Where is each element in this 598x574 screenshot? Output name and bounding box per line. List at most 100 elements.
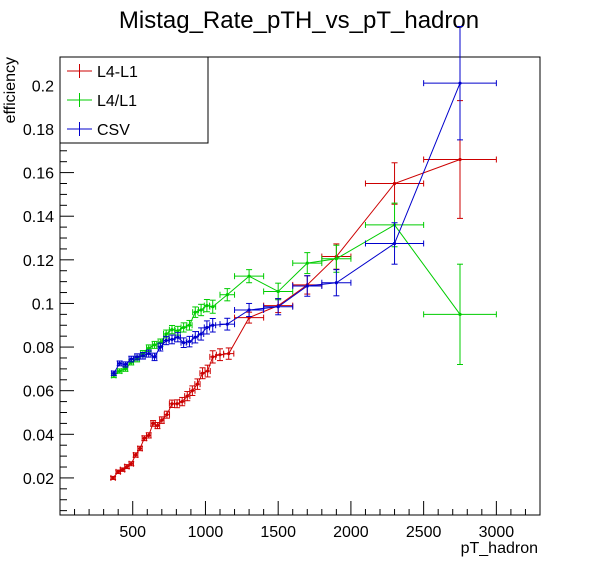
data-point-l4-l1: [218, 353, 222, 357]
data-point-l4-l1: [164, 332, 168, 336]
legend-item-csv: CSV: [67, 122, 130, 139]
y-tick-label: 0.2: [32, 78, 54, 95]
x-tick-label: 2000: [333, 524, 369, 541]
data-point-l4-l1: [190, 389, 194, 393]
data-point-l4-l1: [187, 323, 192, 327]
data-point-csv: [211, 323, 215, 327]
data-point-csv: [182, 341, 186, 345]
data-point-l4-l1: [199, 308, 203, 312]
data-point-l4-l1: [147, 433, 151, 437]
data-point-csv: [123, 362, 128, 367]
data-point-l4-l1: [458, 312, 462, 316]
data-point-csv: [170, 337, 174, 342]
data-point-csv: [152, 355, 157, 359]
data-point-csv: [392, 241, 397, 246]
x-axis-label: pT_hadron: [461, 540, 538, 557]
x-tick-label: 500: [119, 524, 146, 541]
x-tick-label: 3000: [479, 524, 515, 541]
data-point-l4-l1: [193, 310, 197, 314]
data-point-l4-l1: [138, 446, 142, 451]
y-tick-label: 0.06: [23, 384, 54, 401]
data-point-l4-l1: [305, 261, 309, 265]
data-point-csv: [158, 345, 162, 349]
data-point-l4-l1: [211, 305, 215, 309]
data-point-csv: [205, 325, 209, 330]
x-tick-label: 2500: [406, 524, 442, 541]
x-tick-label: 1000: [188, 524, 224, 541]
data-point-csv: [164, 338, 168, 343]
y-tick-label: 0.08: [23, 340, 54, 357]
y-tick-label: 0.16: [23, 166, 54, 183]
data-point-l4-l1: [129, 462, 133, 466]
data-point-l4-l1: [206, 369, 210, 373]
data-point-csv: [276, 305, 280, 309]
data-point-l4-l1: [147, 346, 151, 350]
chart-title: Mistag_Rate_pTH_vs_pT_hadron: [119, 7, 479, 34]
data-point-csv: [176, 335, 180, 339]
data-point-l4-l1: [116, 470, 120, 474]
y-tick-label: 0.12: [23, 253, 54, 270]
legend-label-csv: CSV: [97, 122, 130, 139]
data-point-csv: [199, 332, 203, 336]
data-point-csv: [247, 308, 251, 312]
legend: L4-L1 L4/L1 CSV: [59, 56, 209, 144]
data-point-csv: [187, 340, 192, 344]
data-point-l4-l1: [200, 371, 205, 375]
legend-item-l4-l1: L4-L1: [67, 64, 138, 81]
data-point-csv: [334, 281, 338, 285]
data-point-l4-l1: [170, 402, 174, 406]
data-point-l4-l1: [165, 413, 169, 417]
series-csv: [110, 25, 497, 377]
data-point-l4-l1: [247, 274, 251, 278]
data-point-csv: [193, 335, 197, 339]
data-point-l4-l1: [227, 352, 231, 356]
plot-frame: [59, 56, 541, 516]
y-axis-label: efficiency: [2, 57, 19, 123]
data-point-csv: [112, 371, 116, 375]
data-point-csv: [141, 354, 145, 358]
data-point-l4-l1: [182, 325, 186, 330]
legend-label-l4-over-l1: L4/L1: [97, 93, 137, 110]
data-point-l4-l1: [175, 402, 179, 406]
data-point-l4-l1: [155, 423, 160, 428]
data-point-l4-l1: [276, 289, 280, 294]
data-point-l4-l1: [211, 355, 215, 359]
data-point-l4-l1: [152, 343, 157, 347]
data-point-csv: [135, 355, 139, 359]
data-point-csv: [305, 284, 309, 288]
data-point-l4-l1: [458, 157, 462, 162]
axes-layer: 500 1000 1500 2000 2500 3000 0.02 0.04 0.06 0.08 0…: [23, 63, 541, 541]
data-point-l4-l1: [134, 453, 138, 457]
legend-item-l4-over-l1: L4/L1: [67, 93, 137, 110]
x-tick-label: 1500: [260, 524, 296, 541]
data-point-l4-l1: [118, 369, 122, 373]
data-point-l4-l1: [142, 436, 146, 440]
data-point-l4-l1: [151, 421, 155, 425]
data-point-l4-l1: [195, 382, 200, 386]
data-point-l4-l1: [120, 468, 125, 472]
y-tick-label: 0.14: [23, 209, 54, 226]
y-tick-label: 0.18: [23, 122, 54, 139]
data-point-l4-l1: [123, 367, 128, 371]
y-tick-label: 0.1: [32, 296, 54, 313]
data-point-csv: [118, 361, 122, 366]
legend-label-l4-l1: L4-L1: [97, 64, 138, 81]
data-point-csv: [225, 322, 229, 326]
data-point-l4-l1: [160, 418, 164, 422]
data-point-l4-l1: [205, 304, 209, 308]
data-point-l4-l1: [176, 329, 180, 333]
data-point-l4-l1: [392, 181, 397, 186]
data-point-l4-l1: [225, 293, 229, 297]
data-point-l4-l1: [170, 328, 174, 332]
y-tick-label: 0.04: [23, 427, 54, 444]
data-point-l4-l1: [111, 476, 115, 480]
data-point-csv: [147, 352, 151, 356]
data-point-l4-l1: [334, 257, 338, 261]
y-tick-label: 0.02: [23, 471, 54, 488]
data-point-csv: [129, 357, 133, 361]
data-point-l4-l1: [180, 399, 184, 404]
data-point-l4-l1: [185, 394, 189, 398]
plot-border: [59, 56, 541, 516]
